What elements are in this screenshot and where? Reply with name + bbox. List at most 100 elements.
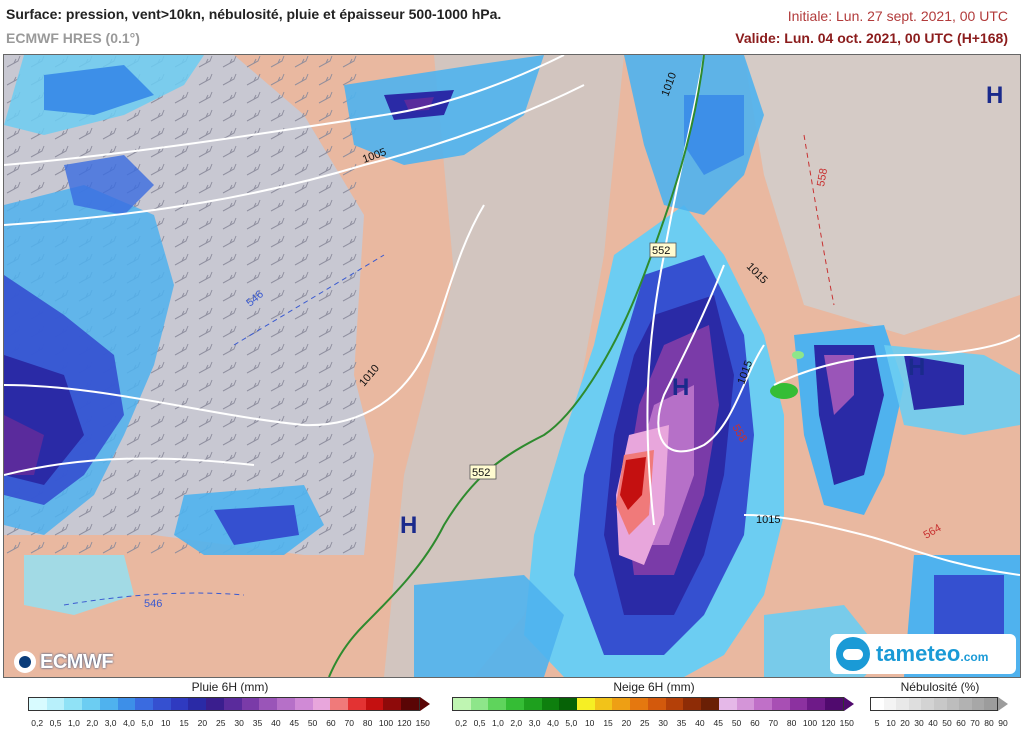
legend-swatch [594,698,613,710]
legend-swatch [488,698,507,710]
legend-tick-label: 1,0 [67,718,80,728]
legend-swatch [933,698,947,710]
isobar-label: 1015 [756,514,780,526]
legend-swatch [506,698,524,710]
legend-swatch [330,698,348,710]
high-pressure-marker: H [672,374,689,401]
legend-tick-label: 70 [970,718,980,728]
legend-swatch [984,698,997,710]
initial-time: Initiale: Lun. 27 sept. 2021, 00 UTC [787,8,1008,24]
legend-swatch [908,698,922,710]
legend-tick-label: 0,2 [31,718,44,728]
weather-map[interactable]: 1010 1005 1010 1015 1015 1015 552 552 54… [3,54,1021,678]
legend-tick-label: 30 [234,718,244,728]
legend-tick-label: 25 [640,718,650,728]
legend-swatch [294,698,313,710]
snow-legend-ticks: 0,2 0,5 1,0 2,0 3,0 4,0 5,0 10 15 20 25 30 35 40 45 50 6… [452,718,856,728]
legend-tick-label: 0,5 [49,718,62,728]
model-label: ECMWF HRES (0.1°) [6,30,140,46]
legend-swatch [665,698,684,710]
cloud-legend-arrow [998,697,1008,711]
legend-swatch [630,698,648,710]
legend-tick-label: 5,0 [565,718,578,728]
snow-legend-bar [452,697,844,711]
header: Surface: pression, vent>10kn, nébulosité… [0,0,1024,52]
legend-tick-label: 20 [900,718,910,728]
legend-tick-label: 40 [271,718,281,728]
legend-tick-label: 70 [768,718,779,728]
legend-tick-label: 100 [378,718,394,728]
legend-swatch [453,698,471,710]
legend-tick-label: 5 [874,718,880,728]
legend-tick-label: 40 [928,718,938,728]
legend-swatch [170,698,189,710]
thickness-label: 552 [652,245,670,257]
legend-swatch [559,698,578,710]
legend-swatch [99,698,118,710]
ecmwf-logo: ECMWF [6,650,121,674]
legend-swatch [64,698,83,710]
isobars [4,55,1020,576]
legend-tick-label: 3,0 [104,718,117,728]
legend-tick-label: 60 [956,718,966,728]
legend-swatch [577,698,595,710]
legend-tick-label: 80 [362,718,373,728]
legend-tick-label: 10 [886,718,896,728]
legend-tick-label: 1,0 [491,718,504,728]
cloud-legend-title: Nébulosité (%) [900,680,980,694]
legend-swatch [117,698,136,710]
legend-tick-label: 4,0 [123,718,135,728]
legend-tick-label: 45 [713,718,723,728]
rain-legend-arrow [420,697,430,711]
legend-swatch [921,698,934,710]
legend-tick-label: 45 [289,718,299,728]
snow-legend-title: Neige 6H (mm) [613,680,695,694]
legend-tick-label: 100 [802,718,818,728]
legend-swatch [946,698,960,710]
legend-swatch [259,698,278,710]
legend-tick-label: 60 [326,718,336,728]
legend-swatch [347,698,366,710]
legend-tick-label: 80 [786,718,797,728]
legend-tick-label: 15 [179,718,189,728]
legend-tick-label: 30 [914,718,924,728]
legend-swatch [683,698,702,710]
legend-swatch [754,698,772,710]
cloud-band [384,55,624,677]
cloud-icon [836,637,870,671]
legend-swatch [771,698,790,710]
legend-tick-label: 120 [821,718,836,728]
legend-swatch [523,698,542,710]
legend-swatch [896,698,909,710]
legend-tick-label: 2,0 [86,718,99,728]
snow-legend-arrow [844,697,854,711]
legend-tick-label: 150 [839,718,854,728]
high-pressure-marker: H [908,354,925,381]
thickness-line [328,55,705,677]
high-pressure-marker: H [986,82,1003,109]
legend-tick-label: 40 [695,718,705,728]
tameteo-logo-domain: .com [960,650,989,664]
rain-legend-bar [28,697,420,711]
legend-swatch [206,698,224,710]
legend-tick-label: 150 [415,718,430,728]
tameteo-logo-text: tameteo [876,641,961,666]
snow-alps [770,383,798,399]
legend-tick-label: 50 [942,718,952,728]
cloud-legend: Nébulosité (%) 5 10 20 30 40 50 60 70 80 90 [870,680,1010,736]
cloud-legend-ticks: 5 10 20 30 40 50 60 70 80 90 [870,718,1010,728]
legend-tick-label: 50 [731,718,742,728]
legend-swatch [312,698,331,710]
legend-tick-label: 35 [252,718,263,728]
legend-swatch [871,698,884,710]
tameteo-logo[interactable]: tameteo .com [830,634,1016,674]
legend-swatch [612,698,631,710]
legend-tick-label: 15 [603,718,613,728]
legend-swatch [241,698,260,710]
legend-tick-label: 30 [658,718,668,728]
legend-tick-label: 25 [216,718,226,728]
map-canvas: 1010 1005 1010 1015 1015 1015 552 552 54… [4,55,1020,677]
legend-swatch [277,698,295,710]
legend-swatch [718,698,737,710]
cloud-legend-bar [870,697,998,711]
